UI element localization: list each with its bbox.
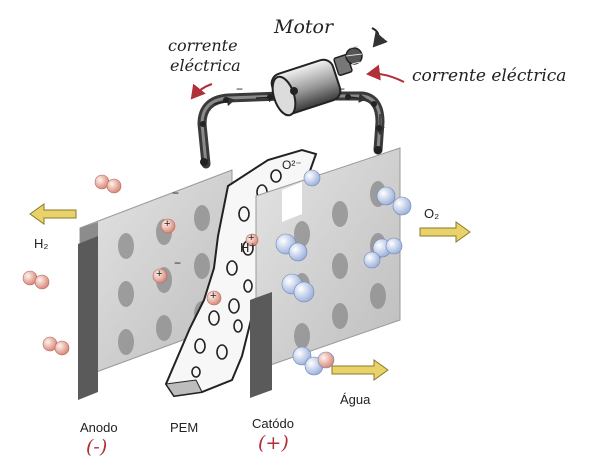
h-plus-label: H⁺ xyxy=(240,240,257,255)
proton-plus-2: + xyxy=(156,268,163,280)
oxygen-particles xyxy=(275,169,412,376)
current-label-right: corrente eléctrica xyxy=(412,66,567,86)
current-label-left-line1: corrente xyxy=(168,36,238,55)
motor-icon xyxy=(270,27,388,117)
flow-arrow-icon xyxy=(29,203,471,381)
current-arrow-right xyxy=(366,64,405,83)
cathode-label: Catódo xyxy=(252,416,294,431)
o2-label: O₂ xyxy=(424,206,440,221)
anode-sign: (-) xyxy=(86,436,108,458)
electron-minus-3: − xyxy=(236,82,244,96)
proton-plus-3: + xyxy=(210,290,217,302)
electron-minus-4: − xyxy=(338,82,346,96)
o2-ion-label: O²⁻ xyxy=(282,158,302,172)
electron-minus-1: − xyxy=(172,186,180,200)
proton-plus-1: + xyxy=(164,218,171,230)
motor-label: Motor xyxy=(274,16,334,38)
current-arrow-left xyxy=(190,83,213,100)
anode-label: Anodo xyxy=(80,420,118,435)
current-label-left-line2: eléctrica xyxy=(170,56,241,75)
hydrogen-particles xyxy=(22,174,259,356)
electron-minus-2: − xyxy=(174,256,182,270)
electron-dots xyxy=(200,94,382,166)
h2-label: H₂ xyxy=(34,236,49,251)
cathode-electrode xyxy=(250,292,272,398)
anode-electrode xyxy=(78,236,98,400)
pem-label: PEM xyxy=(170,420,199,435)
water-label: Água xyxy=(340,392,371,407)
cathode-sign: (+) xyxy=(258,432,289,454)
proton-plus-4: + xyxy=(248,232,255,244)
